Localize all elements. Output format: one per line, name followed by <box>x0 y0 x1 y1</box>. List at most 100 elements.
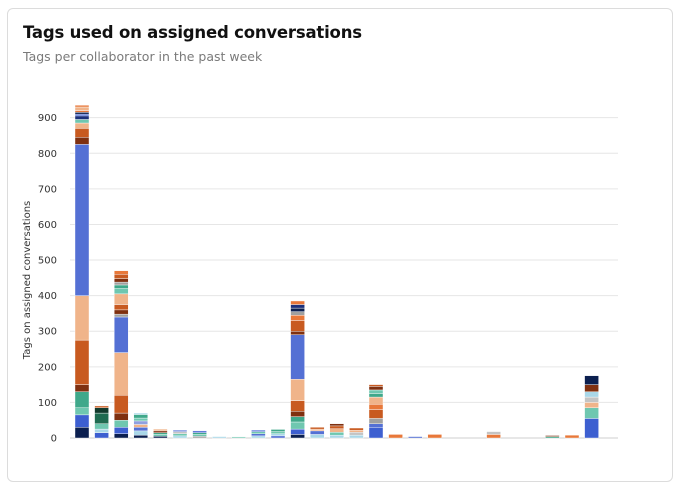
bar-segment[interactable] <box>133 417 149 422</box>
bar-segment[interactable] <box>310 434 325 439</box>
bar-segment[interactable] <box>584 375 599 385</box>
bar-stack[interactable] <box>427 434 442 439</box>
bar-segment[interactable] <box>388 434 403 439</box>
bar-stack[interactable] <box>368 384 384 439</box>
bar-segment[interactable] <box>251 435 266 439</box>
bar-segment[interactable] <box>349 429 364 433</box>
bar-segment[interactable] <box>94 428 109 433</box>
bar-segment[interactable] <box>153 430 168 433</box>
bar-segment[interactable] <box>172 435 188 439</box>
bar-segment[interactable] <box>310 430 325 435</box>
bar-segment[interactable] <box>113 412 129 421</box>
bar-segment[interactable] <box>153 436 168 439</box>
bar-segment[interactable] <box>408 436 423 439</box>
bar-segment[interactable] <box>368 403 384 410</box>
bar-segment[interactable] <box>74 384 90 392</box>
bar-segment[interactable] <box>74 128 90 138</box>
bar-segment[interactable] <box>113 427 129 434</box>
bar-segment[interactable] <box>113 313 129 318</box>
bar-segment[interactable] <box>564 434 580 439</box>
bar-segment[interactable] <box>74 105 90 108</box>
bar-stack[interactable] <box>251 429 266 439</box>
bar-segment[interactable] <box>74 119 90 124</box>
bar-segment[interactable] <box>74 122 90 129</box>
bar-segment[interactable] <box>290 315 305 321</box>
bar-segment[interactable] <box>113 352 129 396</box>
bar-segment[interactable] <box>584 402 599 408</box>
bar-segment[interactable] <box>133 430 149 436</box>
bar-stack[interactable] <box>310 427 325 439</box>
bar-segment[interactable] <box>74 407 90 416</box>
bar-segment[interactable] <box>251 431 266 434</box>
bar-segment[interactable] <box>368 427 384 439</box>
bar-segment[interactable] <box>290 331 305 335</box>
bar-stack[interactable] <box>545 435 560 439</box>
bar-segment[interactable] <box>368 423 384 428</box>
bar-segment[interactable] <box>192 434 207 437</box>
bar-segment[interactable] <box>113 278 129 283</box>
bar-segment[interactable] <box>329 425 344 429</box>
bar-stack[interactable] <box>231 436 247 439</box>
bar-segment[interactable] <box>192 432 207 435</box>
bar-segment[interactable] <box>290 300 305 305</box>
bar-segment[interactable] <box>172 431 188 434</box>
bar-segment[interactable] <box>584 384 599 392</box>
bar-segment[interactable] <box>113 274 129 279</box>
bar-segment[interactable] <box>545 435 560 437</box>
bar-segment[interactable] <box>113 395 129 414</box>
bar-segment[interactable] <box>94 412 109 424</box>
bar-segment[interactable] <box>427 434 442 439</box>
bar-segment[interactable] <box>113 281 129 286</box>
bar-stack[interactable] <box>388 434 403 439</box>
bar-segment[interactable] <box>74 144 90 296</box>
bar-segment[interactable] <box>172 433 188 437</box>
bar-segment[interactable] <box>290 411 305 417</box>
bar-segment[interactable] <box>310 427 325 430</box>
bar-stack[interactable] <box>94 405 109 439</box>
bar-segment[interactable] <box>329 428 344 433</box>
bar-segment[interactable] <box>270 429 286 432</box>
bar-segment[interactable] <box>113 316 129 353</box>
bar-segment[interactable] <box>94 407 109 414</box>
bar-segment[interactable] <box>74 115 90 120</box>
bar-stack[interactable] <box>329 423 344 439</box>
bar-segment[interactable] <box>74 110 90 113</box>
bar-segment[interactable] <box>133 412 149 415</box>
bar-segment[interactable] <box>74 414 90 428</box>
bar-segment[interactable] <box>290 307 305 312</box>
bar-segment[interactable] <box>368 418 384 424</box>
bar-stack[interactable] <box>349 427 364 439</box>
bar-segment[interactable] <box>74 295 90 341</box>
bar-segment[interactable] <box>133 434 149 439</box>
bar-segment[interactable] <box>270 435 286 439</box>
bar-segment[interactable] <box>192 436 207 439</box>
bar-segment[interactable] <box>94 423 109 430</box>
bar-segment[interactable] <box>113 270 129 275</box>
bar-segment[interactable] <box>192 430 207 433</box>
bar-segment[interactable] <box>368 384 384 387</box>
bar-segment[interactable] <box>153 428 168 432</box>
bar-segment[interactable] <box>368 386 384 391</box>
bar-segment[interactable] <box>113 304 129 311</box>
bar-segment[interactable] <box>74 391 90 408</box>
bar-segment[interactable] <box>251 429 266 432</box>
bar-segment[interactable] <box>290 304 305 309</box>
bar-segment[interactable] <box>584 407 599 419</box>
bar-segment[interactable] <box>290 311 305 316</box>
bar-segment[interactable] <box>290 400 305 412</box>
bar-segment[interactable] <box>290 416 305 423</box>
bar-segment[interactable] <box>584 418 599 439</box>
bar-segment[interactable] <box>74 339 90 385</box>
bar-segment[interactable] <box>349 427 364 431</box>
bar-segment[interactable] <box>133 427 149 432</box>
bar-segment[interactable] <box>270 433 286 437</box>
bar-segment[interactable] <box>133 424 149 428</box>
bar-segment[interactable] <box>290 334 305 380</box>
bar-segment[interactable] <box>584 391 599 398</box>
bar-stack[interactable] <box>172 429 188 439</box>
bar-stack[interactable] <box>113 270 129 439</box>
bar-segment[interactable] <box>133 414 149 419</box>
bar-stack[interactable] <box>270 429 286 439</box>
bar-segment[interactable] <box>211 436 227 439</box>
bar-segment[interactable] <box>113 433 129 439</box>
